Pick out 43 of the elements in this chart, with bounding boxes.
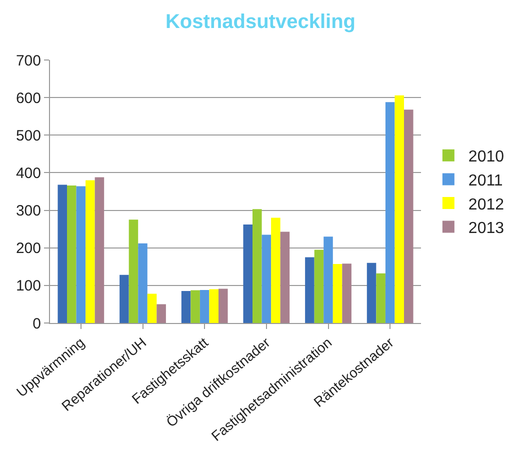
bar [271, 218, 280, 323]
bar [120, 274, 129, 323]
bar [209, 289, 218, 323]
y-tick-label: 700 [16, 52, 41, 70]
bar [138, 243, 148, 323]
bar [128, 220, 138, 323]
bar [58, 184, 67, 323]
bar [332, 264, 342, 323]
y-tick-label: 0 [32, 315, 41, 332]
bar [156, 304, 166, 323]
chart-title: Kostnadsutveckling [165, 11, 356, 34]
bar [314, 250, 324, 323]
bar [200, 290, 210, 323]
bar [305, 257, 314, 323]
bar [385, 102, 395, 323]
bar [218, 288, 228, 323]
y-tick-label: 100 [16, 278, 41, 295]
y-tick-label: 500 [16, 127, 41, 144]
bar [190, 290, 200, 323]
bar [394, 95, 404, 323]
bar [342, 264, 352, 323]
bar [262, 234, 272, 323]
legend-label: 2010 [468, 148, 504, 166]
bar [243, 224, 252, 323]
y-tick-label: 400 [16, 164, 41, 182]
bar [76, 186, 86, 323]
bar [147, 294, 157, 323]
bar [324, 236, 333, 323]
bar [366, 262, 376, 323]
bar [86, 180, 95, 323]
bar [376, 273, 386, 323]
y-tick-label: 200 [16, 240, 41, 258]
bar [181, 291, 191, 323]
bar [280, 232, 290, 323]
bar [67, 185, 76, 323]
bar [404, 110, 414, 323]
legend-label: 2012 [468, 196, 504, 214]
y-tick-label: 600 [16, 90, 41, 107]
legend-label: 2011 [468, 172, 503, 190]
y-tick-label: 300 [16, 202, 41, 220]
legend-label: 2013 [468, 220, 504, 238]
bar [94, 177, 104, 323]
bar [252, 209, 262, 323]
